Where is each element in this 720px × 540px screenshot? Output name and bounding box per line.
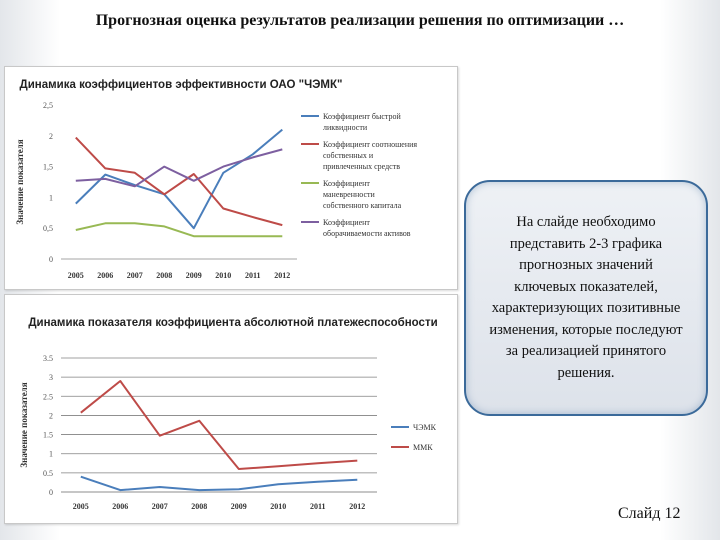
solvency-chart-panel: Динамика показателя коэффициента абсолют… (4, 294, 458, 524)
legend-label-3-line-2: маневренности (323, 190, 376, 199)
y-tick-label: 2,5 (43, 101, 53, 110)
legend-label-4-line-2: оборачиваемости активов (323, 229, 411, 238)
x-tick-label: 2012 (349, 502, 365, 511)
legend-label-4-line-1: Коэффициент (323, 218, 370, 227)
x-tick-label: 2006 (112, 502, 128, 511)
note-callout-text: На слайде необходимо представить 2-3 гра… (466, 212, 706, 384)
series-line-3 (76, 223, 282, 236)
y-tick-label: 1,5 (43, 163, 53, 172)
y-tick-label: 0 (49, 488, 53, 497)
legend-label-1-line-1: Коэффициент быстрой (323, 112, 402, 121)
x-tick-label: 2010 (270, 502, 286, 511)
y-tick-label: 2 (49, 411, 53, 420)
y-axis-label: Значение показателя (15, 139, 25, 224)
y-tick-label: 0 (49, 255, 53, 264)
y-tick-label: 2.5 (43, 392, 53, 401)
chart-title: Динамика коэффициентов эффективности ОАО… (20, 79, 343, 91)
x-tick-label: 2008 (156, 271, 172, 280)
y-tick-label: 3 (49, 373, 53, 382)
slide-number: Слайд 12 (618, 505, 680, 523)
note-callout: На слайде необходимо представить 2-3 гра… (464, 180, 708, 416)
chart-title-line-1: Динамика показателя коэффициента абсолют… (28, 317, 437, 329)
legend-label-1: ЧЭМК (413, 423, 437, 432)
x-tick-label: 2010 (215, 271, 231, 280)
y-tick-label: 1 (49, 450, 53, 459)
y-axis-label: Значение показателя (19, 382, 29, 467)
solvency-chart: Динамика показателя коэффициента абсолют… (5, 295, 457, 523)
legend-label-3-line-3: собственного капитала (323, 201, 402, 210)
legend-label-1-line-2: ликвидности (323, 123, 368, 132)
x-tick-label: 2005 (73, 502, 89, 511)
x-tick-label: 2009 (186, 271, 202, 280)
efficiency-chart-panel: Динамика коэффициентов эффективности ОАО… (4, 66, 458, 290)
series-line-2 (81, 381, 358, 469)
series-line-1 (81, 477, 358, 490)
slide-title: Прогнозная оценка результатов реализации… (0, 12, 720, 30)
efficiency-chart: Динамика коэффициентов эффективности ОАО… (5, 67, 457, 289)
y-tick-label: 1.5 (43, 431, 53, 440)
x-tick-label: 2011 (310, 502, 326, 511)
x-tick-label: 2008 (191, 502, 207, 511)
x-tick-label: 2006 (97, 271, 113, 280)
y-tick-label: 3.5 (43, 354, 53, 363)
y-tick-label: 0.5 (43, 469, 53, 478)
y-tick-label: 1 (49, 193, 53, 202)
legend-label-2-line-3: привлеченных средств (323, 162, 400, 171)
legend-label-3-line-1: Коэффициент (323, 179, 370, 188)
x-tick-label: 2007 (152, 502, 168, 511)
y-tick-label: 0,5 (43, 224, 53, 233)
x-tick-label: 2011 (245, 271, 261, 280)
x-tick-label: 2009 (231, 502, 247, 511)
x-tick-label: 2005 (68, 271, 84, 280)
legend-label-2-line-1: Коэффициент соотношения (323, 140, 417, 149)
x-tick-label: 2007 (127, 271, 143, 280)
y-tick-label: 2 (49, 132, 53, 141)
legend-label-2: ММК (413, 443, 433, 452)
legend-label-2-line-2: собственных и (323, 151, 374, 160)
x-tick-label: 2012 (274, 271, 290, 280)
